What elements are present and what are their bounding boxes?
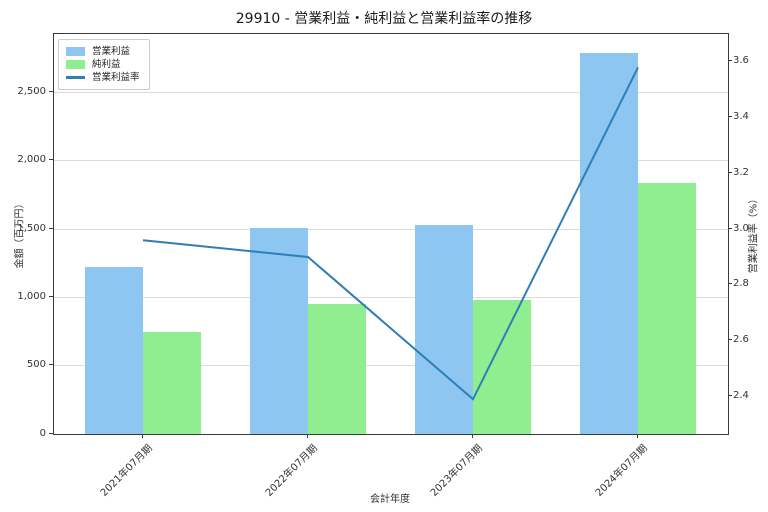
operating-margin-line-swatch-icon xyxy=(66,76,85,79)
y-axis-tick-right xyxy=(728,339,732,341)
y-axis-tick-right xyxy=(728,60,732,62)
operating-profit-bar xyxy=(250,227,308,434)
y-axis-tick-right xyxy=(728,283,732,285)
net-profit-swatch-icon xyxy=(66,60,85,69)
y-axis-tick-left xyxy=(49,364,53,366)
legend-item-operating-profit: 営業利益 xyxy=(66,45,140,58)
operating-profit-bar xyxy=(580,53,638,434)
y-tick-label-left: 1,500 xyxy=(17,222,46,234)
gridline xyxy=(54,160,728,162)
y-axis-tick-right xyxy=(728,394,732,396)
y-axis-tick-left xyxy=(49,227,53,229)
legend-label-operating-profit: 営業利益 xyxy=(92,46,131,57)
y-tick-label-right: 3.0 xyxy=(733,222,749,234)
y-tick-label-right: 2.8 xyxy=(733,278,749,290)
x-axis-tick xyxy=(306,434,308,438)
net-profit-bar xyxy=(473,299,531,434)
operating-profit-bar xyxy=(415,225,473,434)
plot-area xyxy=(53,33,729,435)
x-axis-label: 会計年度 xyxy=(370,494,410,505)
x-axis-tick xyxy=(141,434,143,438)
legend-item-net-profit: 純利益 xyxy=(66,58,140,71)
x-tick-label: 2023年07月期 xyxy=(428,442,485,499)
y-tick-label-right: 3.6 xyxy=(733,55,749,67)
y-axis-tick-left xyxy=(49,295,53,297)
gridline xyxy=(54,365,728,367)
y-axis-tick-right xyxy=(728,227,732,229)
y-tick-label-right: 2.4 xyxy=(733,389,749,401)
y-tick-label-left: 0 xyxy=(39,427,46,439)
legend-item-operating-margin: 営業利益率 xyxy=(66,71,140,84)
y-axis-tick-right xyxy=(728,116,732,118)
y-axis-tick-left xyxy=(49,432,53,434)
y-tick-label-left: 500 xyxy=(26,359,46,371)
x-tick-label: 2022年07月期 xyxy=(263,442,320,499)
x-tick-label: 2021年07月期 xyxy=(98,442,155,499)
y-tick-label-left: 2,000 xyxy=(17,154,46,166)
operating-margin-line xyxy=(142,67,639,401)
legend-label-operating-margin: 営業利益率 xyxy=(92,72,140,83)
line-layer xyxy=(142,67,639,401)
gridline xyxy=(54,296,728,298)
legend: 営業利益 純利益 営業利益率 xyxy=(58,39,150,90)
gridline xyxy=(54,92,728,94)
net-profit-bar xyxy=(308,303,366,434)
y-axis-tick-left xyxy=(49,91,53,93)
x-tick-label: 2024年07月期 xyxy=(593,442,650,499)
operating-profit-bar xyxy=(85,266,143,434)
y-tick-label-left: 2,500 xyxy=(17,86,46,98)
y-tick-label-right: 2.6 xyxy=(733,334,749,346)
y-tick-label-right: 3.4 xyxy=(733,111,749,123)
net-profit-bar xyxy=(143,331,201,434)
y-tick-label-right: 3.2 xyxy=(733,166,749,178)
chart-title: 29910 - 営業利益・純利益と営業利益率の推移 xyxy=(235,11,533,27)
operating-profit-swatch-icon xyxy=(66,47,85,56)
y-tick-label-left: 1,000 xyxy=(17,290,46,302)
legend-label-net-profit: 純利益 xyxy=(92,59,121,70)
net-profit-bar xyxy=(638,182,696,434)
y-axis-tick-right xyxy=(728,171,732,173)
y-axis-tick-left xyxy=(49,159,53,161)
x-axis-tick xyxy=(471,434,473,438)
x-axis-tick xyxy=(636,434,638,438)
gridline xyxy=(54,228,728,230)
